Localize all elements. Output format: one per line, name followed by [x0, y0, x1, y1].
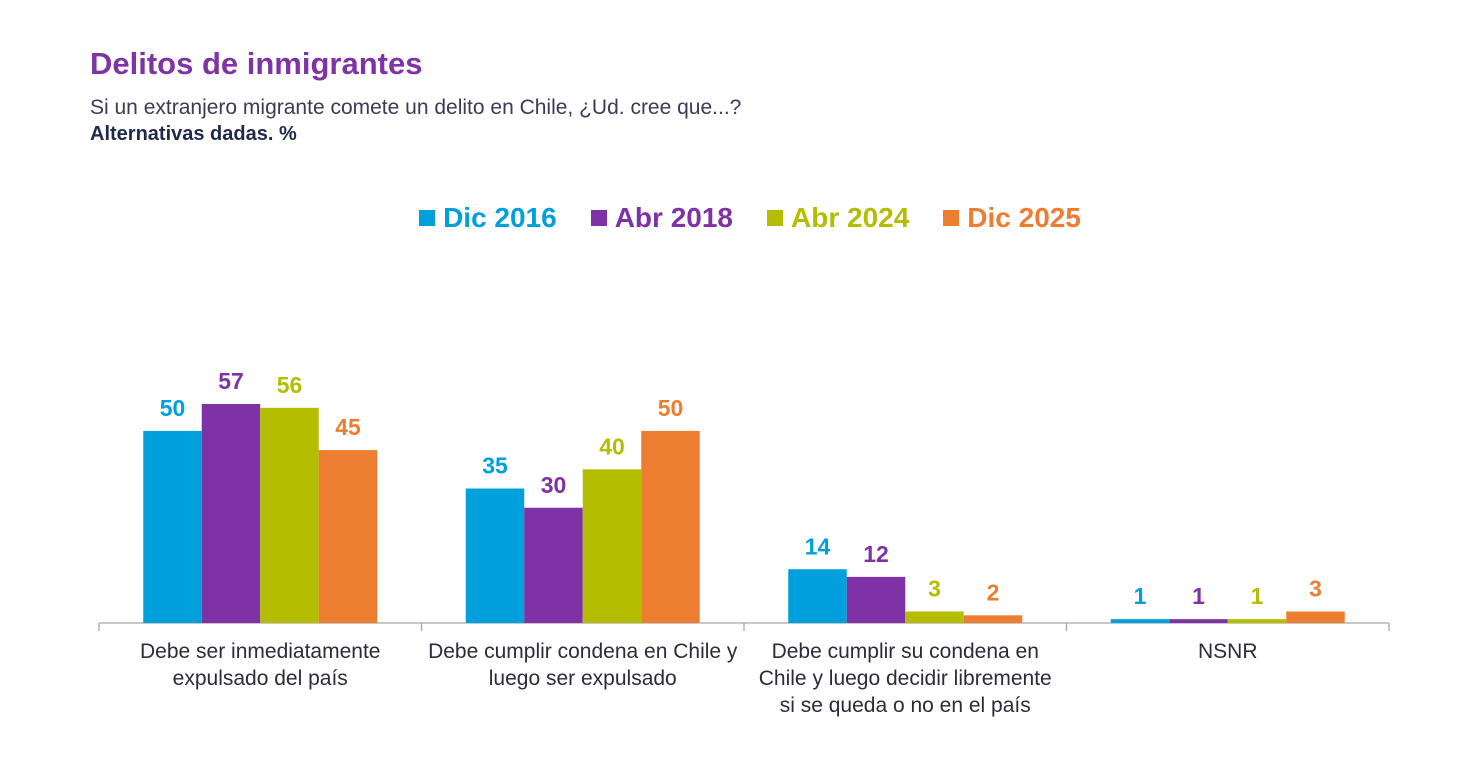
bar	[905, 611, 964, 623]
value-label: 50	[160, 395, 186, 421]
legend-label: Abr 2018	[614, 202, 733, 233]
bar	[1286, 611, 1345, 623]
legend-label: Abr 2024	[791, 202, 910, 233]
bar	[963, 615, 1023, 623]
value-label: 35	[482, 453, 508, 479]
legend-item: Dic 2016	[419, 202, 557, 234]
value-label: 2	[987, 579, 1000, 605]
legend-item: Abr 2018	[590, 202, 733, 234]
x-tick-label: NSNR	[1197, 640, 1258, 663]
value-label: 3	[1309, 576, 1322, 602]
legend: Dic 2016 Abr 2018 Abr 2024 Dic 2025	[0, 202, 1469, 234]
value-label: 1	[1251, 583, 1264, 609]
legend-swatch	[767, 210, 783, 226]
value-label: 57	[218, 368, 244, 394]
x-tick-label: Debe ser inmediatamente expulsado del pa…	[140, 640, 381, 690]
value-label: 30	[541, 472, 567, 498]
bar	[846, 576, 906, 623]
legend-swatch	[943, 210, 960, 226]
bar	[524, 507, 583, 623]
value-label: 1	[1134, 583, 1147, 609]
value-label: 40	[599, 433, 625, 459]
legend-item: Dic 2025	[943, 202, 1081, 234]
value-label: 1	[1192, 583, 1205, 609]
value-label: 12	[863, 541, 889, 567]
chart-note: Alternativas dadas. %	[90, 123, 297, 145]
value-label: 14	[805, 533, 831, 559]
bar	[201, 404, 261, 623]
bar	[788, 569, 847, 623]
chart-title: Delitos de inmigrantes	[90, 46, 423, 81]
bar	[641, 430, 700, 623]
x-tick-label: Debe cumplir condena en Chile y luego se…	[428, 640, 738, 690]
legend-label: Dic 2025	[967, 202, 1081, 233]
legend-swatch	[590, 210, 607, 226]
bar	[260, 407, 319, 623]
legend-swatch	[419, 210, 436, 226]
value-label: 45	[335, 414, 361, 440]
bar	[318, 450, 378, 623]
bar	[1227, 619, 1287, 623]
legend-label: Dic 2016	[443, 202, 557, 233]
bar	[1169, 619, 1228, 623]
value-label: 50	[658, 395, 684, 421]
value-label: 3	[928, 576, 941, 602]
legend-item: Abr 2024	[767, 202, 909, 234]
bar	[1110, 619, 1170, 623]
bar	[143, 430, 202, 623]
bar	[582, 469, 642, 623]
value-label: 56	[277, 372, 303, 398]
chart-subtitle: Si un extranjero migrante comete un deli…	[90, 96, 742, 119]
x-tick-label: Debe cumplir su condena en Chile y luego…	[758, 640, 1052, 717]
bar	[465, 488, 525, 623]
